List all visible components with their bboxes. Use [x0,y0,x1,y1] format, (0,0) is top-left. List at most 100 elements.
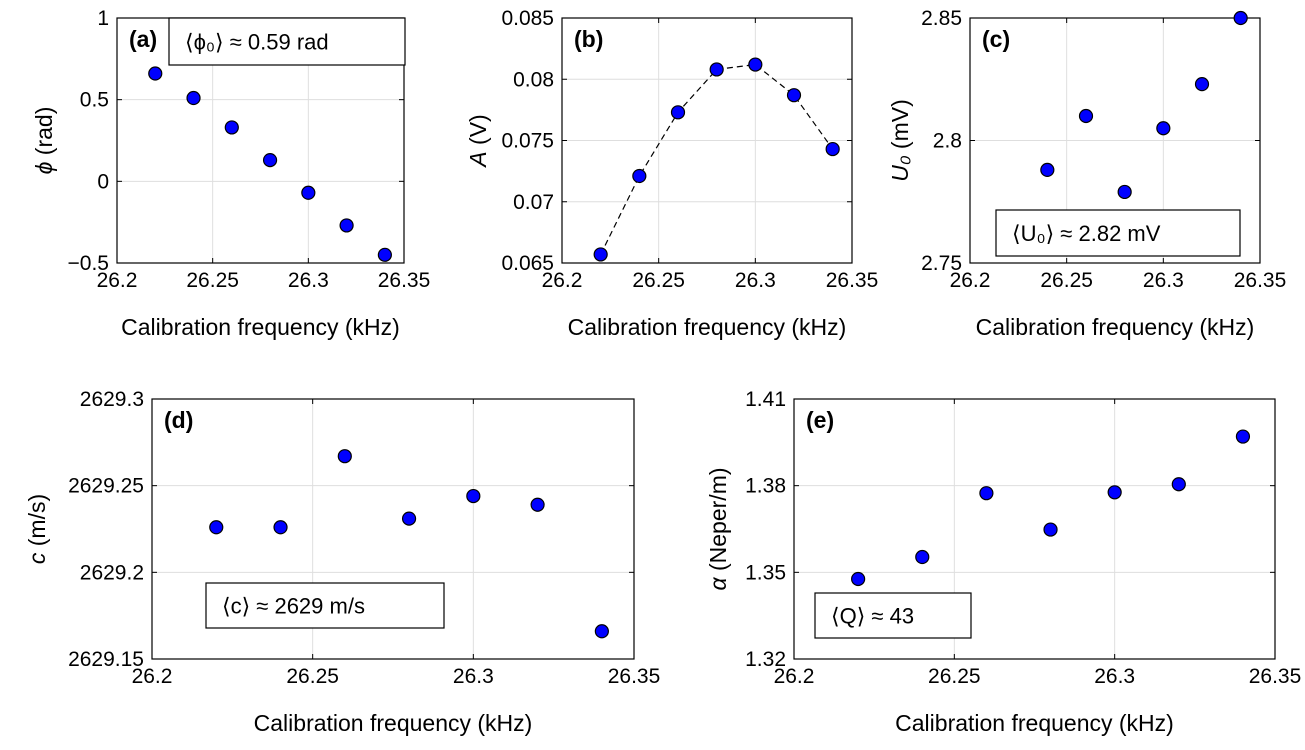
x-axis-label: Calibration frequency (kHz) [895,710,1174,736]
y-axis-symbol: c [24,552,50,564]
x-axis-label: Calibration frequency (kHz) [121,314,400,340]
data-point [593,247,608,262]
y-tick-label: −0.5 [68,252,109,275]
annotation-text: ⟨U₀⟩ ≈ 2.82 mV [1012,221,1161,246]
y-tick-label: 2.8 [933,130,962,153]
x-tick-label: 26.25 [286,665,339,688]
data-point [1117,184,1132,200]
data-point [148,66,163,81]
y-tick-label: 1.38 [745,475,786,498]
y-axis-unit: (Neper/m) [705,467,731,577]
data-point [632,168,647,184]
data-point [1171,477,1186,492]
data-point [1235,429,1251,444]
x-tick-label: 26.25 [186,269,239,292]
y-axis-unit: (m/s) [24,494,50,553]
x-tick-label: 26.3 [1143,269,1184,292]
x-axis-label: Calibration frequency (kHz) [568,314,847,340]
y-axis-label: A (V) [465,114,491,168]
chart-panel-3: 26.2 26.25 26.3 26.35 2.75 2.8 2.85 Calibration… [887,7,1286,340]
y-axis-symbol: α [705,577,731,591]
data-point [224,120,239,135]
y-tick-label: 1.32 [745,648,786,671]
chart-panel-2: 26.2 26.25 26.3 26.35 0.065 0.07 0.075 0.08 0.08… [465,7,878,340]
y-tick-label: 2629.25 [68,475,144,498]
data-point [1194,77,1210,92]
y-tick-label: 0.07 [513,191,554,214]
y-axis-symbol: A [465,151,491,168]
panel-label: (e) [806,407,834,433]
x-tick-label: 26.35 [608,665,661,688]
x-tick-label: 26.35 [1249,665,1302,688]
x-axis-label: Calibration frequency (kHz) [976,314,1255,340]
y-tick-label: 2.75 [921,252,962,275]
data-point [339,218,354,233]
y-tick-label: 1 [97,7,109,30]
data-point [273,520,288,535]
y-tick-label: 1.41 [745,388,786,411]
data-point [1078,108,1094,124]
y-tick-label: 2.85 [921,7,962,30]
y-axis-symbol: U₀ [887,155,913,182]
annotation-text: ⟨Q⟩ ≈ 43 [831,604,914,629]
x-tick-label: 26.25 [1040,269,1093,292]
y-tick-label: 0.08 [513,68,554,91]
y-axis-label: c (m/s) [24,494,50,564]
plot-area-frame [793,398,1276,660]
data-point [466,488,481,504]
y-tick-label: 0 [97,170,109,193]
x-tick-label: 26.2 [774,665,815,688]
x-tick-label: 26.35 [1234,269,1287,292]
annotation-box [814,592,972,639]
x-tick-label: 26.35 [378,269,431,292]
y-axis-unit: (mV) [887,99,913,155]
panel-label: (d) [164,407,193,433]
data-point [401,511,417,526]
data-point [979,486,994,501]
y-tick-label: 2629.3 [80,388,144,411]
y-tick-label: 1.35 [745,561,786,584]
data-point [186,90,201,106]
x-tick-label: 26.25 [928,665,981,688]
x-tick-label: 26.2 [542,269,583,292]
chart-panel-4: 26.2 26.25 26.3 26.35 2629.15 2629.2 2629.25 26… [24,388,660,736]
y-axis-symbol: ϕ [31,161,57,174]
y-axis-unit: (rad) [31,107,57,162]
data-point [1043,522,1058,537]
data-point [1040,162,1055,177]
data-point [748,57,763,72]
x-tick-label: 26.3 [735,269,776,292]
panel-label: (b) [574,26,603,52]
data-point [1156,121,1171,136]
data-point [301,185,316,200]
y-tick-label: 0.075 [501,130,554,153]
data-point [1107,485,1122,500]
y-tick-label: 0.5 [80,89,109,112]
panel-label: (a) [129,26,157,52]
data-point [594,624,609,639]
chart-panel-5: 26.2 26.25 26.3 26.35 1.32 1.35 1.38 1.41 Calibr… [705,388,1301,736]
annotation-text: ⟨ϕ₀⟩ ≈ 0.59 rad [185,30,329,55]
data-point [262,153,278,168]
panel-label: (c) [982,26,1010,52]
x-tick-label: 26.35 [826,269,879,292]
x-tick-label: 26.3 [1094,665,1135,688]
data-point [530,497,545,512]
x-axis-label: Calibration frequency (kHz) [254,710,533,736]
data-point [337,449,352,464]
y-axis-label: ϕ (rad) [31,107,57,175]
y-tick-label: 2629.2 [80,561,144,584]
x-tick-label: 26.2 [950,269,991,292]
x-tick-label: 26.2 [132,665,173,688]
y-axis-label: α (Neper/m) [705,467,731,590]
chart-panel-1: 26.2 26.25 26.3 26.35 −0.5 0 0.5 1 Calibration f… [31,7,430,340]
y-tick-label: 0.085 [501,7,554,30]
x-tick-label: 26.3 [288,269,329,292]
data-point [377,247,392,262]
data-point [825,141,840,157]
annotation-text: ⟨c⟩ ≈ 2629 m/s [222,594,365,619]
x-tick-label: 26.3 [453,665,494,688]
y-tick-label: 0.065 [501,252,554,275]
